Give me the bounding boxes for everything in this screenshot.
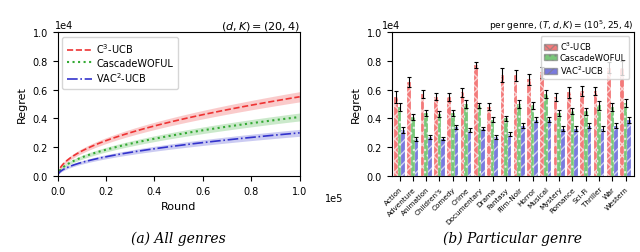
Bar <box>408 83 411 176</box>
Bar <box>521 126 525 176</box>
VAC$^2$-UCB <box>54 175 61 178</box>
VAC$^2$-UCB <box>247 136 255 139</box>
Text: 1e4: 1e4 <box>382 21 400 31</box>
Bar <box>518 105 521 176</box>
Bar <box>495 138 498 176</box>
Bar <box>487 107 491 176</box>
Bar <box>461 93 464 176</box>
Bar <box>464 105 468 176</box>
Bar <box>611 107 614 176</box>
VAC$^2$-UCB <box>220 139 228 142</box>
Bar <box>394 97 398 176</box>
Line: C$^3$-UCB: C$^3$-UCB <box>58 97 300 176</box>
Text: $(d, K) = (20, 4)$: $(d, K) = (20, 4)$ <box>221 20 300 33</box>
Bar <box>627 120 631 176</box>
C$^3$-UCB <box>296 96 303 99</box>
Text: 1e4: 1e4 <box>55 21 74 31</box>
Bar <box>451 113 454 176</box>
Bar <box>415 139 419 176</box>
Bar <box>527 80 531 176</box>
Bar <box>624 103 627 176</box>
Bar <box>531 106 534 176</box>
Bar <box>614 126 618 176</box>
VAC$^2$-UCB <box>243 137 250 140</box>
Bar <box>584 112 588 176</box>
Bar <box>567 93 571 176</box>
Bar <box>447 97 451 176</box>
CascadeWOFUL <box>161 136 168 139</box>
Bar <box>554 97 557 176</box>
Bar <box>441 139 445 176</box>
CascadeWOFUL <box>296 116 303 119</box>
Bar <box>508 135 511 176</box>
Bar <box>424 113 428 176</box>
Bar <box>607 69 611 176</box>
Bar <box>500 76 504 176</box>
Bar <box>468 131 472 176</box>
Bar <box>557 113 561 176</box>
Bar <box>548 120 551 176</box>
Bar <box>601 129 604 176</box>
Y-axis label: Regret: Regret <box>351 86 361 123</box>
Bar <box>588 126 591 176</box>
Bar <box>474 66 477 176</box>
Text: per genre, $(T, d, K) = (10^5, 25, 4)$: per genre, $(T, d, K) = (10^5, 25, 4)$ <box>489 18 634 33</box>
X-axis label: Round: Round <box>161 202 196 211</box>
Bar <box>454 128 458 176</box>
Bar <box>534 120 538 176</box>
Bar <box>540 73 544 176</box>
Bar <box>620 69 624 176</box>
Bar <box>420 94 424 176</box>
CascadeWOFUL <box>54 175 61 178</box>
Bar <box>594 92 597 176</box>
Bar <box>491 120 495 176</box>
Bar <box>401 131 405 176</box>
Bar <box>411 117 415 176</box>
Text: (b) Particular genre: (b) Particular genre <box>443 231 582 245</box>
VAC$^2$-UCB <box>79 161 86 164</box>
Bar <box>481 129 484 176</box>
Bar <box>571 112 574 176</box>
CascadeWOFUL <box>152 137 159 140</box>
Bar <box>477 106 481 176</box>
VAC$^2$-UCB <box>152 147 159 150</box>
VAC$^2$-UCB <box>161 146 168 149</box>
C$^3$-UCB <box>220 109 228 112</box>
Text: 1e5: 1e5 <box>324 193 343 203</box>
Line: VAC$^2$-UCB: VAC$^2$-UCB <box>58 133 300 176</box>
C$^3$-UCB <box>161 122 168 125</box>
CascadeWOFUL <box>247 122 255 125</box>
CascadeWOFUL <box>220 126 228 129</box>
CascadeWOFUL <box>79 156 86 159</box>
C$^3$-UCB <box>152 125 159 128</box>
Bar <box>428 138 431 176</box>
Bar <box>398 107 401 176</box>
Bar <box>504 119 508 176</box>
Text: (a) All genres: (a) All genres <box>131 231 226 245</box>
Bar <box>580 92 584 176</box>
Bar <box>434 97 438 176</box>
CascadeWOFUL <box>243 123 250 126</box>
Legend: C$^3$-UCB, CascadeWOFUL, VAC$^2$-UCB: C$^3$-UCB, CascadeWOFUL, VAC$^2$-UCB <box>63 38 178 89</box>
Bar <box>438 115 441 176</box>
C$^3$-UCB <box>79 150 86 153</box>
Line: CascadeWOFUL: CascadeWOFUL <box>58 117 300 176</box>
Y-axis label: Regret: Regret <box>17 86 27 123</box>
VAC$^2$-UCB <box>296 132 303 135</box>
Bar <box>561 129 564 176</box>
Bar <box>597 106 601 176</box>
Bar <box>544 94 548 176</box>
Bar <box>514 76 518 176</box>
C$^3$-UCB <box>247 104 255 107</box>
Bar <box>574 129 578 176</box>
C$^3$-UCB <box>243 105 250 108</box>
Legend: C$^3$-UCB, CascadeWOFUL, VAC$^2$-UCB: C$^3$-UCB, CascadeWOFUL, VAC$^2$-UCB <box>541 37 629 80</box>
C$^3$-UCB <box>54 175 61 178</box>
